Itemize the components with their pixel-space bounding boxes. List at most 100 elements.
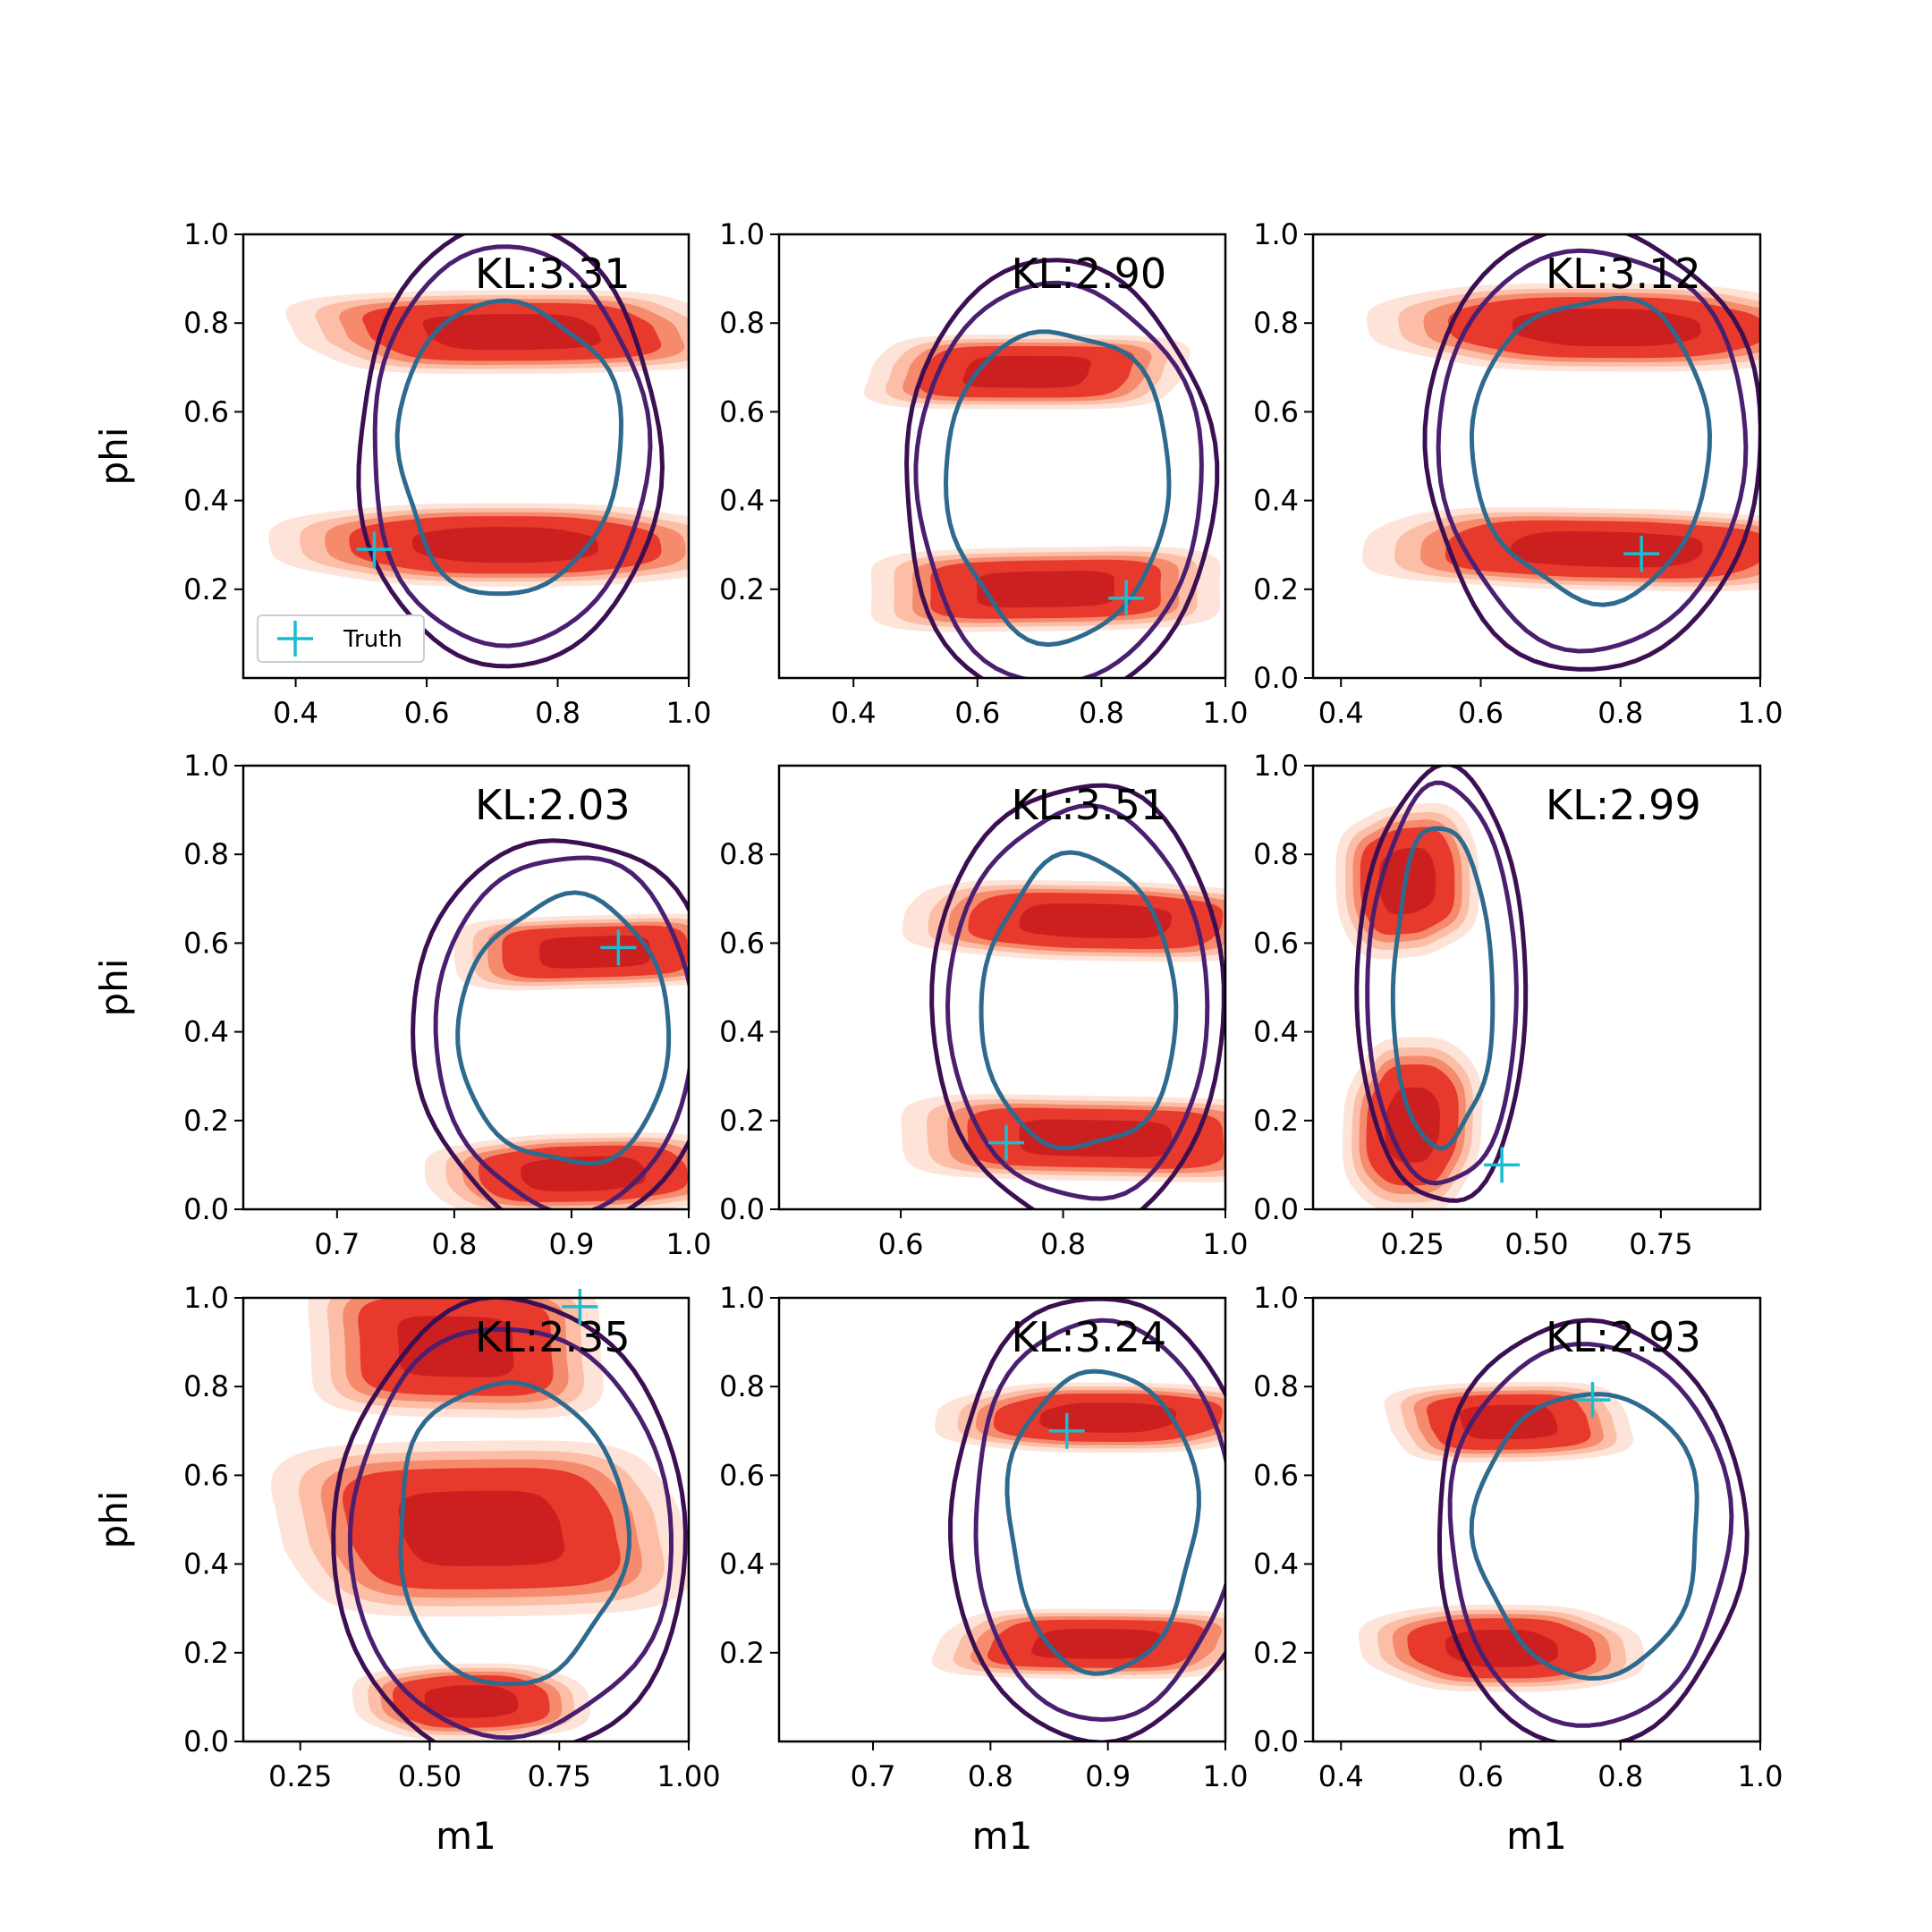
x-tick-label: 0.25 (1380, 1227, 1444, 1261)
x-tick-label: 0.7 (851, 1759, 896, 1793)
subplot-1: 0.4 0.6 0.8 1.0 0.2 0.4 0.6 0.8 1.0 KL:3.31 phi Tru… (92, 217, 712, 730)
y-tick-label: 0.6 (719, 926, 765, 960)
density-level-5 (1510, 531, 1703, 568)
x-tick-label: 1.0 (1738, 1759, 1784, 1793)
y-tick-label: 0.6 (1253, 394, 1299, 428)
inner-contour (398, 1379, 632, 1687)
y-tick-label: 0.0 (1253, 661, 1299, 695)
inner-contour (979, 850, 1179, 1151)
mid-contour (372, 244, 653, 648)
density-blob (931, 1608, 1225, 1680)
kl-annotation: KL:3.24 (1011, 1313, 1166, 1361)
legend: Truth (257, 614, 425, 663)
density-blob (268, 503, 689, 587)
y-tick-label: 0.4 (183, 484, 229, 518)
y-tick-label: 0.6 (1253, 926, 1299, 960)
outer-contour (904, 258, 1220, 678)
legend-truth-marker (277, 621, 313, 657)
kl-annotation: KL:2.93 (1546, 1313, 1701, 1361)
x-tick-label: 0.9 (549, 1227, 595, 1261)
x-tick-label: 0.7 (314, 1227, 360, 1261)
x-tick-label: 0.50 (1504, 1227, 1568, 1261)
x-tick-label: 0.8 (1040, 1227, 1086, 1261)
density-blob (1366, 283, 1760, 372)
axes-frame (1311, 1296, 1762, 1743)
truth-marker (562, 1288, 598, 1325)
y-tick-label: 0.8 (1253, 1369, 1299, 1403)
y-tick-label: 0.0 (183, 1724, 229, 1758)
y-tick-label: 0.2 (1253, 572, 1299, 606)
axes-frame (242, 233, 691, 680)
density-blob (1362, 507, 1760, 592)
x-tick-label: 0.4 (1318, 1759, 1364, 1793)
subplot-3: 0.4 0.6 0.8 1.0 0.0 0.2 0.4 0.6 0.8 1.0 KL:3.12 (1253, 217, 1783, 730)
x-tick-label: 1.0 (666, 1227, 712, 1261)
x-tick-label: 0.8 (1079, 696, 1124, 730)
y-tick-label: 0.6 (719, 394, 765, 428)
y-tick-label: 0.2 (719, 1636, 765, 1670)
x-tick-label: 0.75 (1629, 1227, 1692, 1261)
density-level-5 (1512, 309, 1701, 347)
kl-annotation: KL:3.12 (1546, 250, 1701, 298)
y-tick-label: 1.0 (1253, 1281, 1299, 1315)
y-tick-label: 0.8 (183, 306, 229, 340)
density-level-5 (411, 527, 599, 564)
y-tick-label: 0.4 (719, 484, 765, 518)
kl-annotation: KL:2.03 (475, 781, 631, 829)
truth-marker (1108, 580, 1145, 616)
x-axis-label: m1 (1506, 1814, 1567, 1858)
density-blob (870, 546, 1221, 632)
y-tick-label: 0.2 (719, 1104, 765, 1138)
subplot-6: 0.25 0.50 0.75 0.0 0.2 0.4 0.6 0.8 1.0 KL:2.99 (1253, 749, 1762, 1261)
outer-contour (411, 838, 689, 1209)
density-blob (308, 1298, 604, 1419)
truth-marker (1574, 1382, 1611, 1419)
kl-annotation: KL:2.99 (1546, 781, 1701, 829)
y-tick-label: 0.4 (1253, 484, 1299, 518)
mid-contour (433, 855, 689, 1209)
axes-frame (777, 764, 1227, 1211)
y-tick-label: 0.4 (1253, 1015, 1299, 1049)
x-tick-label: 0.8 (535, 696, 580, 730)
x-tick-label: 0.8 (968, 1759, 1013, 1793)
outer-contour (929, 783, 1225, 1209)
density-level-5 (398, 1490, 564, 1566)
density-blob (424, 1132, 689, 1209)
inner-contour (1004, 1368, 1201, 1676)
x-tick-label: 0.6 (1458, 696, 1504, 730)
truth-marker (1623, 536, 1660, 572)
x-tick-label: 1.00 (657, 1759, 720, 1793)
density-blob (1358, 1605, 1646, 1692)
outer-contour (356, 234, 665, 669)
x-tick-label: 1.0 (666, 696, 712, 730)
density-level-5 (521, 1156, 646, 1191)
y-axis-label: phi (92, 1491, 136, 1549)
density-level-5 (424, 1685, 519, 1718)
density-level-5 (1019, 903, 1172, 939)
y-tick-label: 0.6 (719, 1458, 765, 1492)
y-tick-label: 0.4 (183, 1547, 229, 1581)
mid-contour (1447, 1342, 1734, 1728)
y-tick-label: 0.4 (719, 1015, 765, 1049)
inner-contour (943, 329, 1172, 648)
x-tick-label: 0.75 (528, 1759, 591, 1793)
density-level-5 (1019, 1119, 1173, 1157)
y-tick-label: 1.0 (719, 1281, 765, 1315)
y-tick-label: 0.0 (1253, 1192, 1299, 1226)
outer-contour (1354, 766, 1529, 1203)
y-tick-label: 0.8 (183, 1369, 229, 1403)
y-tick-label: 1.0 (183, 217, 229, 251)
kl-annotation: KL:3.31 (475, 250, 631, 298)
x-axis-label: m1 (972, 1814, 1033, 1858)
subplot-8: 0.7 0.8 0.9 1.0 0.2 0.4 0.6 0.8 1.0 KL:3.24 m1 (719, 1281, 1248, 1858)
inner-contour (394, 298, 624, 597)
x-tick-label: 0.6 (404, 696, 450, 730)
y-tick-label: 0.6 (1253, 1458, 1299, 1492)
outer-contour (1437, 1318, 1750, 1741)
y-tick-label: 1.0 (1253, 217, 1299, 251)
x-tick-label: 0.50 (398, 1759, 462, 1793)
plot-area (901, 783, 1225, 1209)
truth-marker (600, 929, 637, 966)
y-tick-label: 0.0 (183, 1192, 229, 1226)
inner-contour (455, 890, 672, 1166)
